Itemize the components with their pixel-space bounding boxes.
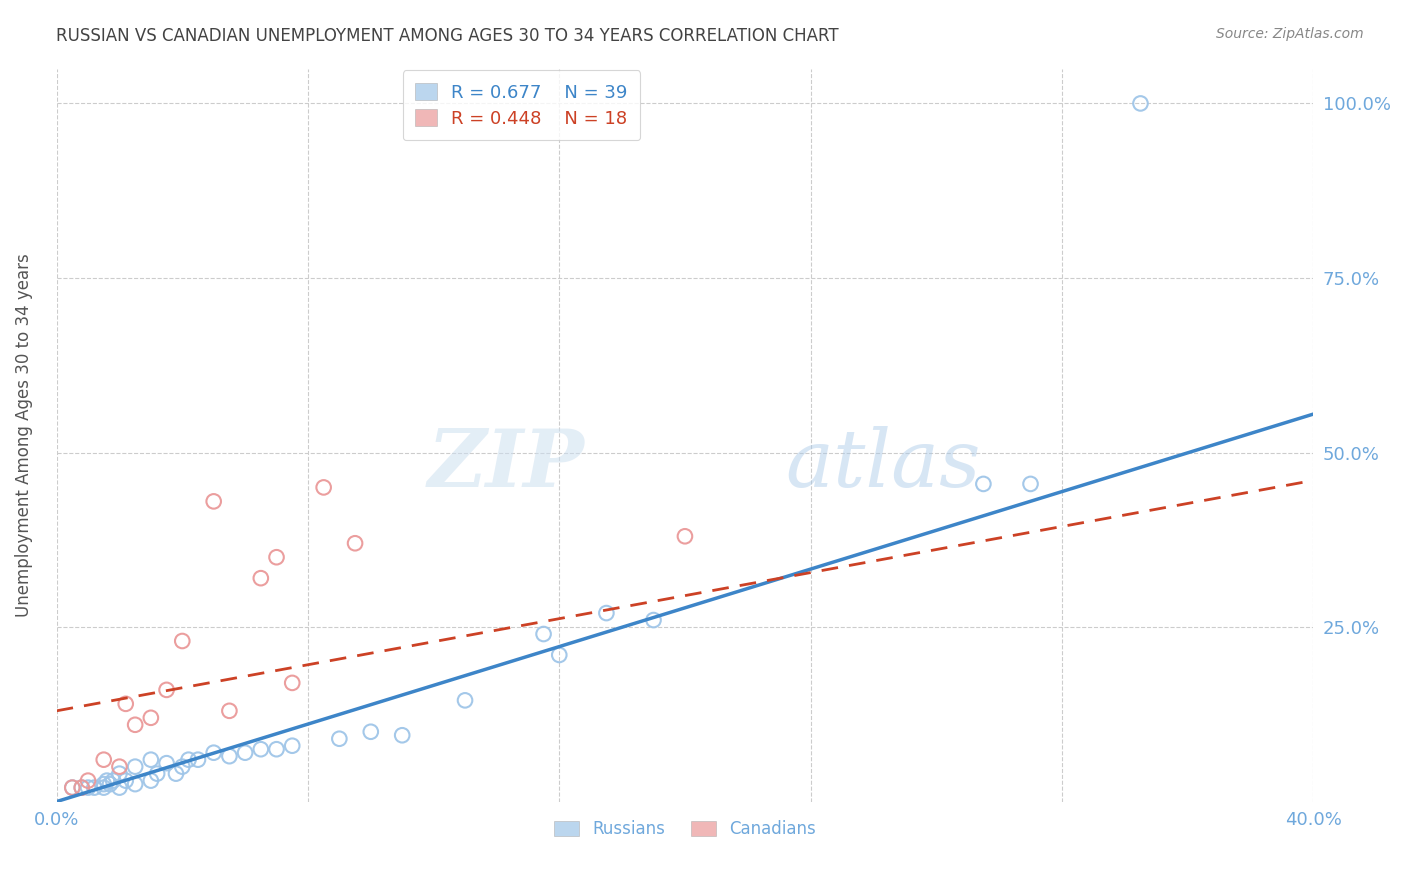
Point [124, 718, 146, 732]
Point [218, 704, 240, 718]
Point [70, 780, 93, 795]
Point [187, 753, 209, 767]
Point [108, 766, 131, 780]
Point [108, 780, 131, 795]
Point [139, 711, 162, 725]
Point [96, 773, 118, 788]
Point [108, 759, 131, 773]
Point [202, 494, 225, 508]
Point [233, 746, 256, 760]
Point [454, 693, 477, 707]
Point [344, 536, 367, 550]
Point [1019, 477, 1042, 491]
Point [165, 766, 187, 780]
Point [202, 746, 225, 760]
Point [124, 777, 146, 791]
Point [60, 780, 83, 795]
Point [124, 759, 146, 773]
Point [533, 627, 555, 641]
Point [70, 780, 93, 795]
Point [93, 753, 115, 767]
Point [312, 480, 335, 494]
Point [1129, 96, 1152, 111]
Point [172, 634, 194, 648]
Point [218, 749, 240, 764]
Point [139, 773, 162, 788]
Point [77, 773, 100, 788]
Point [328, 731, 350, 746]
Text: RUSSIAN VS CANADIAN UNEMPLOYMENT AMONG AGES 30 TO 34 YEARS CORRELATION CHART: RUSSIAN VS CANADIAN UNEMPLOYMENT AMONG A… [56, 27, 839, 45]
Point [114, 773, 136, 788]
Point [595, 606, 617, 620]
Text: atlas: atlas [786, 425, 981, 503]
Text: ZIP: ZIP [427, 425, 585, 503]
Point [177, 753, 200, 767]
Point [60, 780, 83, 795]
Point [93, 780, 115, 795]
Point [98, 777, 121, 791]
Point [250, 742, 273, 756]
Point [360, 724, 382, 739]
Point [673, 529, 696, 543]
Point [155, 756, 177, 771]
Legend: Russians, Canadians: Russians, Canadians [547, 814, 823, 845]
Point [77, 780, 100, 795]
Point [548, 648, 571, 662]
Point [972, 477, 994, 491]
Point [266, 742, 288, 756]
Point [281, 676, 304, 690]
Point [114, 697, 136, 711]
Point [266, 550, 288, 565]
Text: Source: ZipAtlas.com: Source: ZipAtlas.com [1216, 27, 1364, 41]
Point [83, 780, 105, 795]
Point [93, 777, 115, 791]
Point [281, 739, 304, 753]
Point [172, 759, 194, 773]
Point [643, 613, 665, 627]
Point [391, 728, 413, 742]
Point [250, 571, 273, 585]
Point [101, 773, 124, 788]
Point [146, 766, 169, 780]
Point [155, 682, 177, 697]
Point [139, 753, 162, 767]
Y-axis label: Unemployment Among Ages 30 to 34 years: Unemployment Among Ages 30 to 34 years [15, 253, 32, 617]
